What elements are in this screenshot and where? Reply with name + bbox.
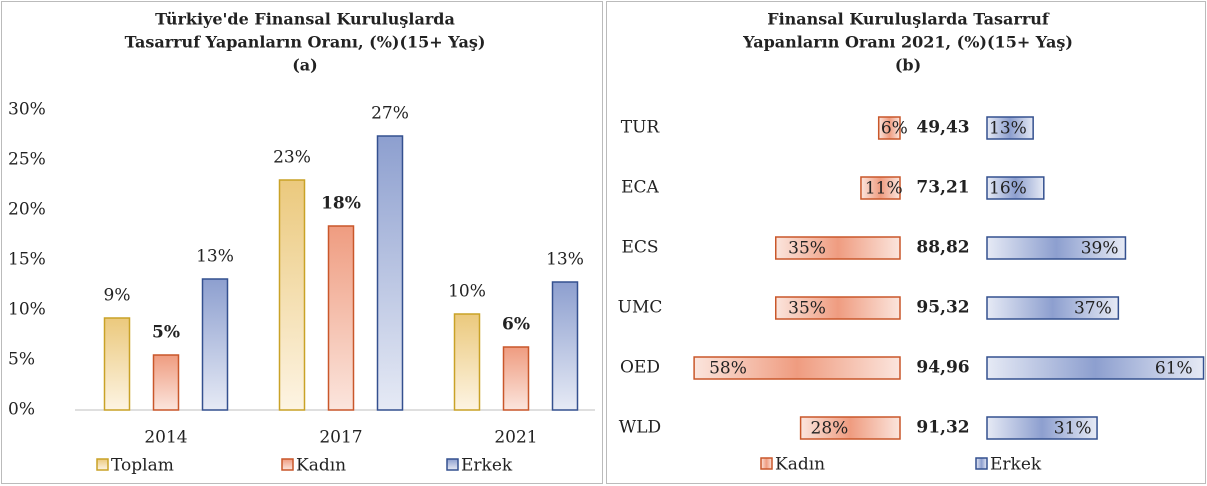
center-label: 91,32 xyxy=(916,418,969,438)
category-label: TUR xyxy=(621,118,661,138)
center-label: 94,96 xyxy=(916,358,969,378)
bar xyxy=(986,236,1127,260)
legend-label: Kadın xyxy=(296,456,346,476)
chart-title: Yapanların Oranı 2021, (%)(15+ Yaş) xyxy=(742,33,1073,52)
x-tick-label: 2021 xyxy=(494,428,537,448)
data-label: 18% xyxy=(321,194,361,214)
panel-a xyxy=(1,1,603,484)
y-tick-label: 25% xyxy=(8,150,46,170)
bar xyxy=(453,313,481,411)
data-label: 58% xyxy=(709,359,747,379)
category-label: OED xyxy=(620,358,660,378)
data-label: 37% xyxy=(1074,299,1112,319)
legend-label: Toplam xyxy=(111,456,174,476)
data-label: 23% xyxy=(273,148,311,168)
category-label: WLD xyxy=(619,418,661,438)
bar xyxy=(986,296,1120,320)
bar xyxy=(986,356,1205,380)
data-label: 28% xyxy=(811,419,849,439)
y-tick-label: 15% xyxy=(8,250,46,270)
data-label: 35% xyxy=(788,239,826,259)
data-label: 10% xyxy=(448,282,486,302)
chart-title: (b) xyxy=(895,56,921,75)
category-label: ECS xyxy=(621,238,658,258)
legend-swatch xyxy=(760,457,773,470)
x-tick-label: 2017 xyxy=(319,428,362,448)
legend-swatch xyxy=(96,458,109,471)
data-label: 11% xyxy=(865,179,903,199)
bar xyxy=(986,176,1045,200)
chart-title: Tasarruf Yapanların Oranı, (%)(15+ Yaş) xyxy=(125,33,486,52)
data-label: 27% xyxy=(371,104,409,124)
y-tick-label: 30% xyxy=(8,100,46,120)
chart-title: Finansal Kuruluşlarda Tasarruf xyxy=(767,10,1050,29)
bar xyxy=(799,416,901,440)
data-label: 61% xyxy=(1155,359,1193,379)
legend-swatch xyxy=(975,457,988,470)
data-label: 31% xyxy=(1054,419,1092,439)
data-label: 6% xyxy=(881,119,908,139)
data-label: 6% xyxy=(502,315,530,335)
bar xyxy=(860,176,901,200)
center-label: 73,21 xyxy=(916,178,969,198)
chart-title: Türkiye'de Finansal Kuruluşlarda xyxy=(155,10,455,29)
data-label: 16% xyxy=(989,179,1027,199)
bar xyxy=(775,236,901,260)
bar xyxy=(775,296,901,320)
data-label: 13% xyxy=(546,250,584,270)
bar xyxy=(376,135,404,411)
center-label: 95,32 xyxy=(916,298,969,318)
legend-label: Kadın xyxy=(775,455,825,475)
legend-label: Erkek xyxy=(461,456,513,476)
bar xyxy=(103,317,131,411)
x-tick-label: 2014 xyxy=(144,428,187,448)
data-label: 13% xyxy=(196,247,234,267)
y-tick-label: 20% xyxy=(8,200,46,220)
category-label: UMC xyxy=(618,298,663,318)
bar xyxy=(278,179,306,411)
bar xyxy=(986,416,1098,440)
bar xyxy=(551,281,579,411)
y-tick-label: 10% xyxy=(8,300,46,320)
data-label: 13% xyxy=(989,119,1027,139)
bar xyxy=(152,354,180,411)
y-tick-label: 0% xyxy=(8,400,35,420)
data-label: 35% xyxy=(788,299,826,319)
data-label: 39% xyxy=(1081,239,1119,259)
chart-title: (a) xyxy=(292,56,318,75)
data-label: 5% xyxy=(152,323,180,343)
legend-swatch xyxy=(281,458,294,471)
legend-label: Erkek xyxy=(990,455,1042,475)
legend-swatch xyxy=(446,458,459,471)
bar xyxy=(986,116,1034,140)
bar xyxy=(327,225,355,411)
category-label: ECA xyxy=(621,178,659,198)
bar xyxy=(201,278,229,411)
y-tick-label: 5% xyxy=(8,350,35,370)
panel-b xyxy=(606,1,1206,484)
bar xyxy=(693,356,901,380)
center-label: 49,43 xyxy=(916,118,969,138)
data-label: 9% xyxy=(104,286,131,306)
bar xyxy=(877,116,901,140)
bar xyxy=(502,346,530,411)
center-label: 88,82 xyxy=(916,238,969,258)
